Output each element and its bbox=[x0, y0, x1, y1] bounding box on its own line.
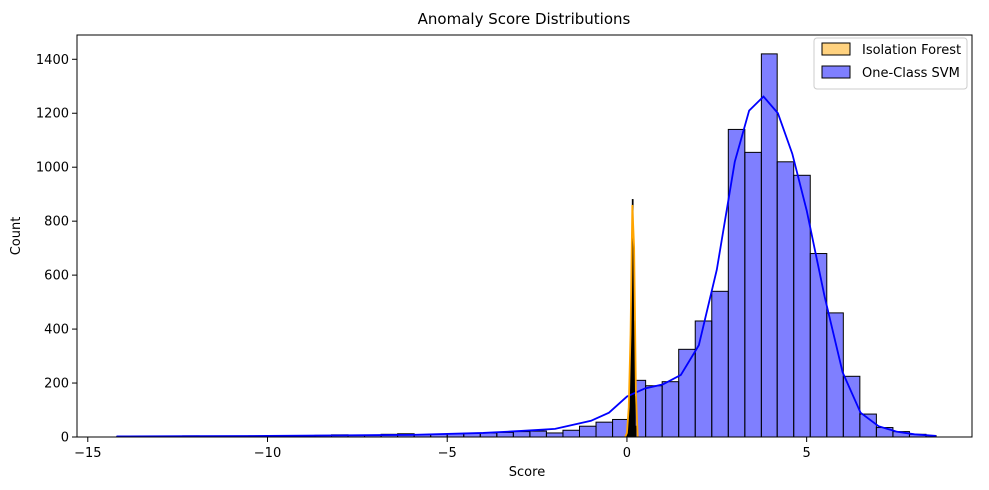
histogram-bar bbox=[645, 385, 663, 438]
series-1-bars bbox=[116, 53, 937, 438]
kde-line bbox=[116, 95, 937, 438]
histogram-bar bbox=[760, 53, 778, 438]
legend-label: Isolation Forest bbox=[862, 43, 961, 58]
x-tick-label: 0 bbox=[623, 446, 631, 461]
legend-swatch bbox=[821, 65, 851, 79]
y-tick-label: 600 bbox=[44, 269, 69, 284]
legend: Isolation Forest One-Class SVM bbox=[813, 37, 968, 90]
legend-box bbox=[813, 37, 968, 90]
x-tick-label: 5 bbox=[803, 446, 811, 461]
y-tick-label: 400 bbox=[44, 323, 69, 338]
histogram-bar bbox=[809, 253, 828, 438]
histogram-bar bbox=[595, 421, 614, 438]
histogram-bar bbox=[545, 432, 564, 438]
kde-line bbox=[624, 204, 639, 438]
y-tick-label: 1200 bbox=[36, 107, 69, 122]
histogram-bar bbox=[694, 320, 713, 438]
histogram-bar bbox=[744, 151, 762, 438]
histogram-bar bbox=[711, 290, 729, 438]
y-axis: 0 200 400 600 800 1000 1200 1400 bbox=[36, 53, 77, 446]
histogram-bar bbox=[578, 425, 597, 438]
histogram-bar bbox=[776, 161, 795, 438]
x-axis: −15 −10 −5 0 5 bbox=[74, 437, 811, 461]
histogram-bar bbox=[512, 431, 531, 438]
histogram-bar bbox=[678, 348, 696, 438]
x-tick-label: −5 bbox=[438, 446, 457, 461]
histogram-bar bbox=[826, 312, 844, 438]
histogram-bar bbox=[496, 431, 514, 438]
plot-area bbox=[116, 53, 937, 438]
chart-title: Anomaly Score Distributions bbox=[418, 10, 631, 28]
histogram-bar bbox=[529, 430, 547, 438]
y-axis-label: Count bbox=[9, 217, 24, 256]
histogram-bar bbox=[562, 429, 580, 438]
histogram-bar bbox=[727, 128, 746, 438]
y-tick-label: 800 bbox=[44, 215, 69, 230]
legend-swatch bbox=[821, 42, 851, 56]
y-tick-label: 0 bbox=[61, 431, 69, 446]
histogram-bar bbox=[634, 425, 637, 438]
x-axis-label: Score bbox=[509, 465, 545, 480]
x-tick-label: −10 bbox=[254, 446, 281, 461]
histogram-bar bbox=[661, 381, 680, 438]
legend-label: One-Class SVM bbox=[862, 66, 960, 81]
y-tick-label: 200 bbox=[44, 377, 69, 392]
y-tick-label: 1400 bbox=[36, 53, 69, 68]
plot-frame bbox=[76, 34, 973, 438]
x-tick-label: −15 bbox=[74, 446, 101, 461]
y-tick-label: 1000 bbox=[36, 161, 69, 176]
